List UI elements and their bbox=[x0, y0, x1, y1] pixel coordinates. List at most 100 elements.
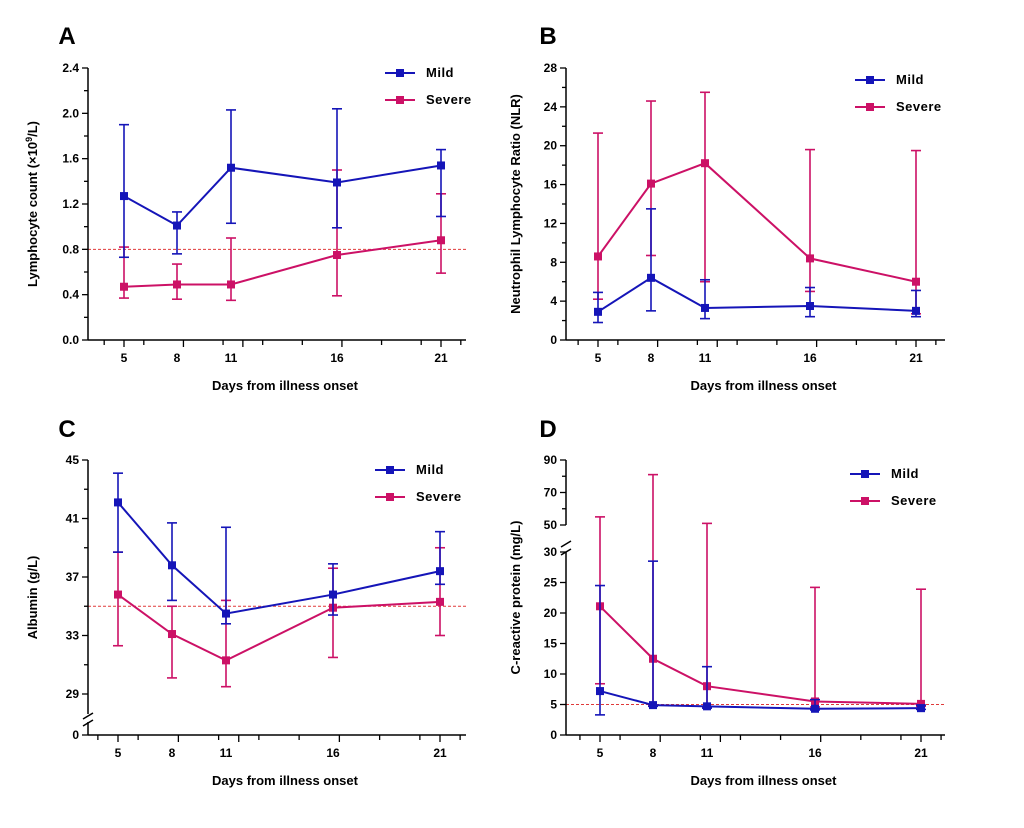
data-point bbox=[647, 273, 655, 282]
data-point bbox=[437, 161, 445, 170]
x-axis-title: Days from illness onset bbox=[691, 773, 838, 788]
y-tick-label: 70 bbox=[544, 486, 558, 500]
data-point bbox=[436, 567, 444, 576]
y-tick-label: 0.4 bbox=[62, 288, 79, 302]
x-axis-title: Days from illness onset bbox=[212, 378, 359, 393]
data-point bbox=[436, 597, 444, 606]
series-line bbox=[597, 162, 917, 283]
x-tick-label: 16 bbox=[326, 746, 340, 760]
y-tick-label: 50 bbox=[544, 518, 558, 532]
x-tick-label: 11 bbox=[701, 746, 714, 760]
y-tick-label: 5 bbox=[550, 698, 557, 712]
x-tick-label: 5 bbox=[597, 746, 604, 760]
x-axis-title: Days from illness onset bbox=[212, 773, 359, 788]
y-tick-label: 41 bbox=[66, 512, 80, 526]
series-line bbox=[117, 501, 441, 615]
legend: Mild Severe bbox=[850, 466, 937, 508]
y-tick-label: 2.0 bbox=[62, 106, 79, 120]
data-point bbox=[701, 303, 709, 312]
y-tick-label: 24 bbox=[544, 100, 558, 114]
series-mild bbox=[113, 472, 445, 625]
panel-letter: C bbox=[58, 416, 75, 443]
legend-label: Severe bbox=[416, 489, 462, 504]
x-tick-label: 21 bbox=[434, 351, 448, 365]
legend-marker bbox=[386, 493, 394, 501]
series-mild bbox=[119, 108, 446, 259]
legend-label: Mild bbox=[891, 466, 919, 481]
data-point bbox=[596, 687, 604, 696]
x-tick-label: 16 bbox=[808, 746, 822, 760]
legend-marker bbox=[861, 497, 869, 505]
data-point bbox=[168, 630, 176, 639]
y-tick-label: 33 bbox=[66, 629, 80, 643]
series-line bbox=[123, 239, 442, 288]
y-tick-label: 1.6 bbox=[62, 152, 79, 166]
x-tick-label: 11 bbox=[699, 351, 712, 365]
y-tick-label: 16 bbox=[544, 178, 558, 192]
x-tick-label: 21 bbox=[914, 746, 928, 760]
panel-B: B 5 8 11 16 21 Days from illness onset 0 4 8 12 16 2… bbox=[508, 23, 945, 393]
series-line bbox=[123, 164, 442, 227]
data-point bbox=[222, 656, 230, 665]
series-mild bbox=[593, 208, 921, 324]
x-tick-label: 5 bbox=[121, 351, 128, 365]
x-tick-label: 21 bbox=[909, 351, 923, 365]
panel-letter: A bbox=[58, 23, 75, 50]
legend: Mild Severe bbox=[855, 72, 941, 114]
y-tick-label: 2.4 bbox=[62, 61, 79, 75]
y-tick-label: 0 bbox=[550, 333, 557, 347]
y-tick-label: 0.8 bbox=[62, 242, 79, 256]
x-tick-label: 11 bbox=[220, 746, 233, 760]
x-axis-title: Days from illness onset bbox=[691, 378, 838, 393]
x-tick-label: 5 bbox=[595, 351, 602, 365]
y-axis-title: Albumin (g/L) bbox=[25, 556, 40, 640]
data-point bbox=[917, 699, 925, 708]
series-mild bbox=[595, 560, 926, 716]
data-point bbox=[333, 178, 341, 187]
data-point bbox=[114, 590, 122, 599]
data-point bbox=[227, 163, 235, 172]
legend-marker bbox=[396, 69, 404, 77]
axis-break-mark bbox=[82, 712, 94, 720]
x-tick-label: 16 bbox=[803, 351, 817, 365]
data-point bbox=[594, 307, 602, 316]
legend-label: Severe bbox=[891, 493, 937, 508]
y-tick-label: 30 bbox=[544, 545, 558, 559]
legend-label: Mild bbox=[426, 65, 454, 80]
y-tick-label: 25 bbox=[544, 576, 558, 590]
panel-letter: D bbox=[539, 416, 556, 443]
legend: Mild Severe bbox=[385, 65, 471, 107]
y-tick-label: 12 bbox=[544, 216, 558, 230]
legend-marker bbox=[861, 470, 869, 478]
y-tick-label: 1.2 bbox=[62, 197, 79, 211]
y-tick-label: 0 bbox=[550, 728, 557, 742]
x-tick-label: 8 bbox=[174, 351, 181, 365]
panel-D: D 5 8 11 16 21 Days from illness onset 0 5 10 15 20… bbox=[508, 416, 945, 788]
legend-label: Mild bbox=[416, 462, 444, 477]
y-tick-label: 20 bbox=[544, 606, 558, 620]
y-tick-label: 29 bbox=[66, 687, 80, 701]
series-severe bbox=[593, 91, 921, 315]
legend-marker bbox=[866, 103, 874, 111]
series-severe bbox=[113, 546, 445, 688]
legend-marker bbox=[866, 76, 874, 84]
x-tick-label: 8 bbox=[169, 746, 176, 760]
series-severe bbox=[119, 169, 446, 302]
y-axis-title: C-reactive protein (mg/L) bbox=[508, 521, 523, 675]
y-tick-label: 45 bbox=[66, 453, 80, 467]
y-tick-label: 0 bbox=[72, 728, 79, 742]
x-tick-label: 5 bbox=[115, 746, 122, 760]
x-tick-label: 11 bbox=[225, 351, 238, 365]
data-point bbox=[168, 561, 176, 570]
y-tick-label: 10 bbox=[544, 667, 558, 681]
axis-break-mark bbox=[82, 719, 94, 727]
y-tick-label: 15 bbox=[544, 637, 558, 651]
y-axis-title: Neutrophil Lymphocyte Ratio (NLR) bbox=[508, 94, 523, 314]
legend-marker bbox=[386, 466, 394, 474]
data-point bbox=[333, 251, 341, 259]
data-point bbox=[120, 192, 128, 201]
panel-letter: B bbox=[539, 23, 556, 50]
data-point bbox=[173, 280, 181, 289]
